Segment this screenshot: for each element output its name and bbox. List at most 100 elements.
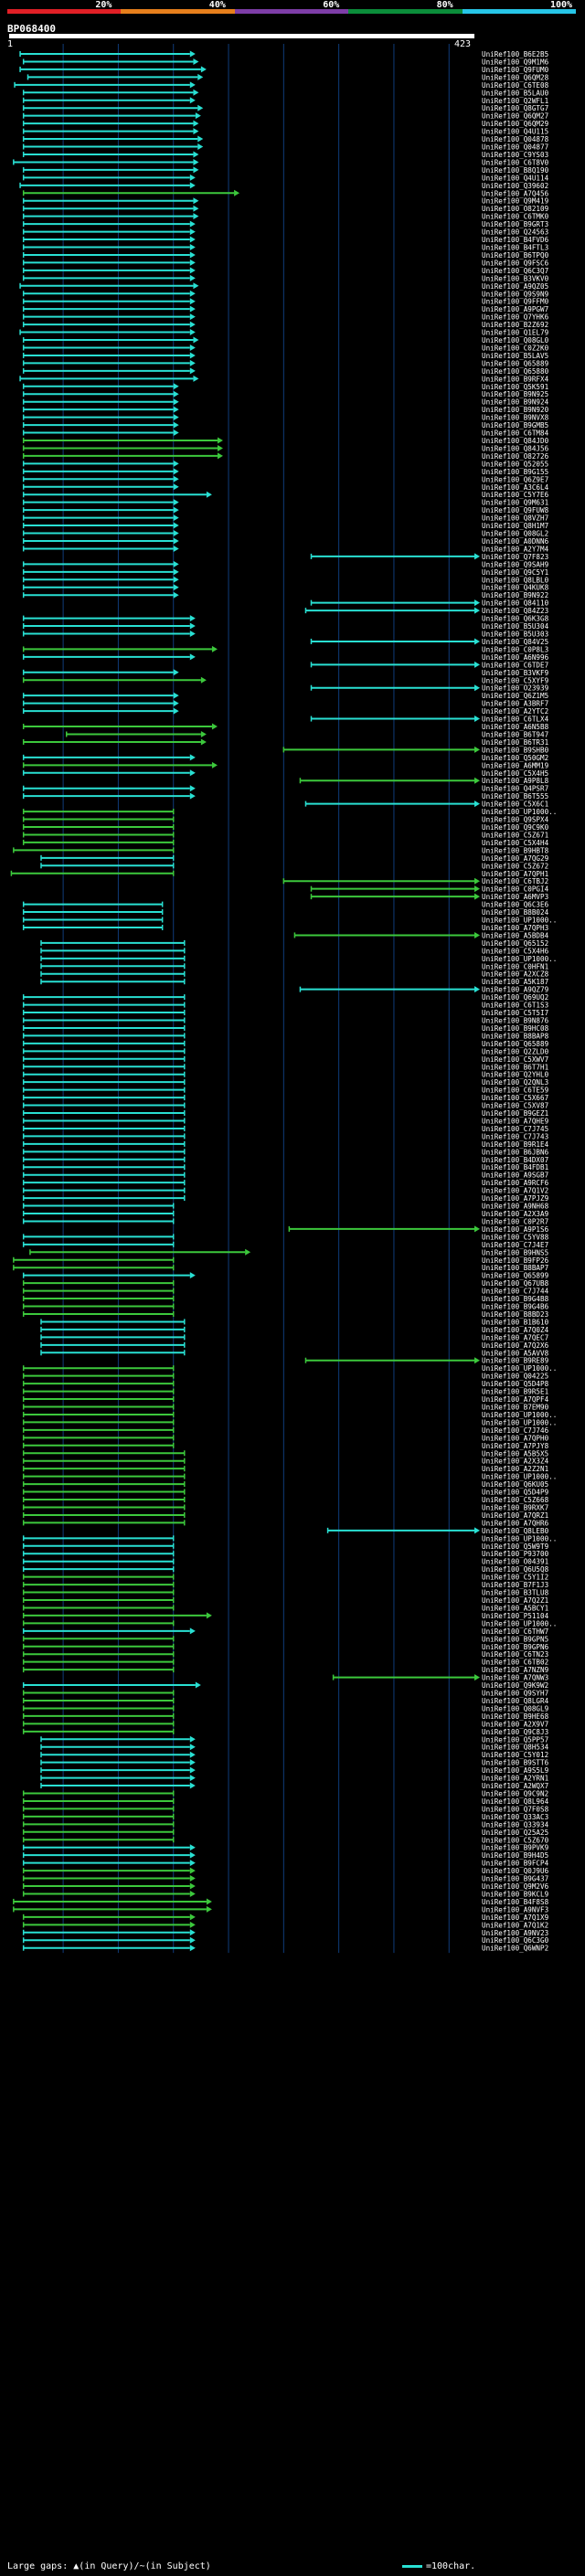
hit-row[interactable]: UniRef100_Q9C5Y1 bbox=[22, 568, 549, 577]
hit-label[interactable]: UniRef100_C5Z670 bbox=[482, 1836, 549, 1844]
hit-row[interactable]: UniRef100_B6T555 bbox=[22, 792, 548, 800]
hit-row[interactable]: UniRef100_A7QPH0 bbox=[22, 1434, 549, 1442]
hit-row[interactable]: UniRef100_B9RFX4 bbox=[19, 375, 549, 383]
hit-row[interactable]: UniRef100_C5Z672 bbox=[40, 862, 548, 870]
hit-row[interactable]: UniRef100_C6TN23 bbox=[22, 1650, 548, 1659]
hit-label[interactable]: UniRef100_Q7F0S8 bbox=[482, 1805, 549, 1813]
hit-row[interactable]: UniRef100_Q9SPX4 bbox=[22, 816, 549, 824]
hit-label[interactable]: UniRef100_Q9FFM0 bbox=[482, 298, 549, 306]
hit-row[interactable]: UniRef100_A7Q1X9 bbox=[22, 1913, 549, 1922]
hit-row[interactable]: UniRef100_A2XCZ8 bbox=[40, 970, 549, 979]
hit-row[interactable]: UniRef100_B3VKF9 bbox=[22, 669, 549, 677]
hit-label[interactable]: UniRef100_A9NH68 bbox=[482, 1203, 549, 1211]
hit-row[interactable]: UniRef100_B9HNS5 bbox=[29, 1248, 548, 1256]
hit-label[interactable]: UniRef100_B7EM90 bbox=[482, 1404, 549, 1412]
hit-row[interactable]: UniRef100_A7NZN9 bbox=[22, 1666, 549, 1674]
hit-row[interactable]: UniRef100_Q65880 bbox=[22, 367, 549, 376]
hit-label[interactable]: UniRef100_C5YV88 bbox=[482, 1233, 549, 1241]
hit-row[interactable]: UniRef100_Q04225 bbox=[22, 1373, 548, 1381]
hit-label[interactable]: UniRef100_B5U303 bbox=[482, 631, 548, 639]
hit-label[interactable]: UniRef100_Q0J9U6 bbox=[482, 1867, 549, 1875]
hit-row[interactable]: UniRef100_A9QZ05 bbox=[19, 282, 548, 291]
hit-row[interactable]: UniRef100_Q6K3G8 bbox=[22, 615, 549, 623]
hit-row[interactable]: UniRef100_A9PGW7 bbox=[22, 305, 548, 313]
hit-row[interactable]: UniRef100_B9G155 bbox=[22, 468, 548, 476]
hit-row[interactable]: UniRef100_A6MM19 bbox=[22, 761, 549, 769]
hit-label[interactable]: UniRef100_C6TBJ2 bbox=[482, 877, 548, 885]
hit-label[interactable]: UniRef100_A7QPH0 bbox=[482, 1434, 549, 1442]
hit-row[interactable]: UniRef100_A0DNN6 bbox=[22, 537, 549, 546]
hit-label[interactable]: UniRef100_B3VKF9 bbox=[482, 669, 549, 677]
hit-row[interactable]: UniRef100_A7Q2X6 bbox=[40, 1341, 549, 1350]
hit-row[interactable]: UniRef100_A7QPF4 bbox=[22, 1395, 549, 1404]
hit-row[interactable]: UniRef100_Q6QM28 bbox=[27, 73, 549, 81]
hit-row[interactable]: UniRef100_UP1000.. bbox=[22, 1418, 558, 1426]
hit-row[interactable]: UniRef100_B6T947 bbox=[65, 730, 548, 738]
hit-label[interactable]: UniRef100_B4FVD6 bbox=[482, 236, 549, 244]
hit-label[interactable]: UniRef100_B9G4B8 bbox=[482, 1295, 549, 1303]
hit-label[interactable]: UniRef100_Q84V25 bbox=[482, 638, 548, 646]
hit-row[interactable]: UniRef100_B9RE89 bbox=[304, 1357, 549, 1365]
hit-row[interactable]: UniRef100_Q8GTG7 bbox=[22, 104, 548, 112]
hit-label[interactable]: UniRef100_A2Z2N1 bbox=[482, 1465, 549, 1473]
hit-label[interactable]: UniRef100_B6E2B5 bbox=[482, 50, 548, 58]
hit-label[interactable]: UniRef100_Q9C9N2 bbox=[482, 1790, 548, 1798]
hit-row[interactable]: UniRef100_O82109 bbox=[22, 205, 549, 213]
hit-row[interactable]: UniRef100_A9P8L8 bbox=[299, 777, 549, 785]
hit-label[interactable]: UniRef100_A6N996 bbox=[482, 653, 549, 662]
hit-row[interactable]: UniRef100_A7Q1V2 bbox=[22, 1187, 548, 1195]
hit-label[interactable]: UniRef100_Q39602 bbox=[482, 182, 548, 190]
hit-row[interactable]: UniRef100_Q4U115 bbox=[22, 128, 548, 136]
hit-row[interactable]: UniRef100_B9R1E4 bbox=[22, 1140, 549, 1149]
hit-row[interactable]: UniRef100_P51104 bbox=[22, 1612, 549, 1620]
hit-row[interactable]: UniRef100_A9RCF6 bbox=[22, 1179, 549, 1187]
hit-label[interactable]: UniRef100_Q9S9N9 bbox=[482, 290, 549, 298]
hit-row[interactable]: UniRef100_C5XWV7 bbox=[22, 1055, 548, 1064]
hit-row[interactable]: UniRef100_A2X3A9 bbox=[22, 1210, 549, 1218]
hit-label[interactable]: UniRef100_A7Q1V2 bbox=[482, 1187, 548, 1195]
hit-label[interactable]: UniRef100_B9G4B6 bbox=[482, 1303, 549, 1311]
hit-row[interactable]: UniRef100_C5XV87 bbox=[22, 1102, 548, 1110]
hit-label[interactable]: UniRef100_B9G437 bbox=[482, 1875, 548, 1883]
hit-label[interactable]: UniRef100_Q08GL0 bbox=[482, 336, 549, 345]
hit-label[interactable]: UniRef100_Q7YHK6 bbox=[482, 313, 549, 322]
hit-row[interactable]: UniRef100_A7QEC7 bbox=[40, 1333, 548, 1341]
hit-row[interactable]: UniRef100_Q04877 bbox=[22, 143, 548, 152]
hit-row[interactable]: UniRef100_A3BRF7 bbox=[22, 700, 548, 708]
hit-label[interactable]: UniRef100_Q2ZLD0 bbox=[482, 1047, 549, 1055]
hit-row[interactable]: UniRef100_UP1000.. bbox=[40, 955, 557, 963]
hit-label[interactable]: UniRef100_Q33AC3 bbox=[482, 1813, 548, 1821]
hit-row[interactable]: UniRef100_B4DX07 bbox=[22, 1156, 548, 1164]
hit-label[interactable]: UniRef100_B9N924 bbox=[482, 398, 549, 407]
hit-label[interactable]: UniRef100_B9HC08 bbox=[482, 1024, 549, 1033]
hit-label[interactable]: UniRef100_C9YS03 bbox=[482, 151, 548, 159]
hit-row[interactable]: UniRef100_Q9FSC6 bbox=[22, 259, 549, 267]
hit-row[interactable]: UniRef100_Q9FFM0 bbox=[22, 298, 549, 306]
hit-label[interactable]: UniRef100_Q08GL2 bbox=[482, 530, 548, 538]
hit-row[interactable]: UniRef100_Q6WNP2 bbox=[22, 1945, 548, 1953]
hit-row[interactable]: UniRef100_Q7F823 bbox=[310, 553, 548, 561]
hit-row[interactable]: UniRef100_B5LAV5 bbox=[22, 352, 548, 360]
hit-label[interactable]: UniRef100_B9N922 bbox=[482, 591, 548, 599]
hit-row[interactable]: UniRef100_B9FP26 bbox=[13, 1256, 549, 1265]
hit-row[interactable]: UniRef100_A5BCY1 bbox=[22, 1604, 549, 1612]
hit-label[interactable]: UniRef100_A7Q0Z4 bbox=[482, 1326, 549, 1334]
hit-label[interactable]: UniRef100_A7PJZ9 bbox=[482, 1194, 549, 1203]
hit-label[interactable]: UniRef100_B2Z692 bbox=[482, 321, 548, 329]
hit-row[interactable]: UniRef100_Q6Z1M5 bbox=[22, 692, 548, 700]
hit-row[interactable]: UniRef100_A7QHE9 bbox=[22, 1117, 549, 1125]
hit-row[interactable]: UniRef100_B5U304 bbox=[22, 622, 549, 631]
hit-row[interactable]: UniRef100_A5K187 bbox=[40, 978, 548, 986]
hit-label[interactable]: UniRef100_B9SHB0 bbox=[482, 746, 549, 754]
hit-row[interactable]: UniRef100_Q5K591 bbox=[22, 383, 549, 391]
hit-label[interactable]: UniRef100_Q6K3G8 bbox=[482, 615, 549, 623]
hit-row[interactable]: UniRef100_UP1000.. bbox=[22, 917, 558, 925]
hit-label[interactable]: UniRef100_A5B5X5 bbox=[482, 1449, 548, 1458]
hit-label[interactable]: UniRef100_Q8H1M7 bbox=[482, 522, 548, 530]
hit-label[interactable]: UniRef100_Q7F823 bbox=[482, 553, 548, 561]
hit-row[interactable]: UniRef100_O82726 bbox=[22, 452, 549, 461]
hit-label[interactable]: UniRef100_Q5K591 bbox=[482, 383, 549, 391]
hit-row[interactable]: UniRef100_A2Z2N1 bbox=[22, 1465, 549, 1473]
hit-label[interactable]: UniRef100_Q8LGR4 bbox=[482, 1697, 549, 1705]
hit-label[interactable]: UniRef100_Q52055 bbox=[482, 460, 548, 468]
